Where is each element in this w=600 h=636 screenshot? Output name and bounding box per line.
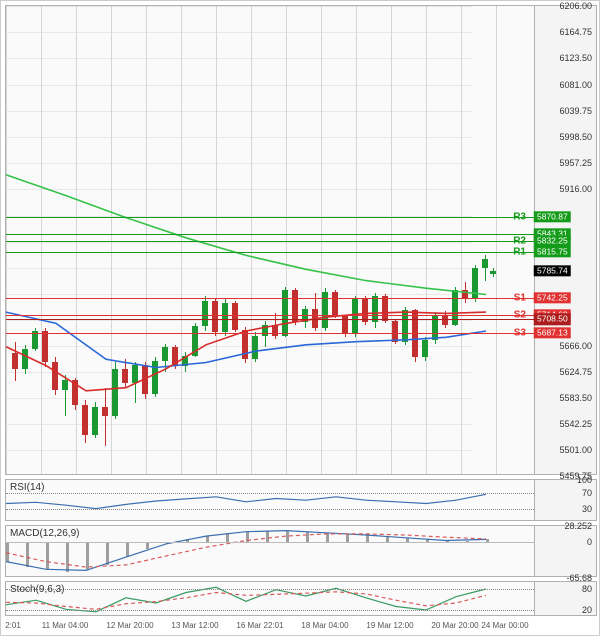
candle <box>172 347 178 366</box>
y-tick: 6039.75 <box>559 106 592 116</box>
candle <box>292 290 298 321</box>
candle <box>422 340 428 357</box>
rsi-panel[interactable]: RSI(14) 3070100 <box>5 479 597 521</box>
candle <box>92 407 98 435</box>
candle <box>72 380 78 405</box>
sr-label: R1 <box>513 246 526 257</box>
y-tick: 6164.75 <box>559 27 592 37</box>
stoch-y-axis: 2080 <box>534 582 596 615</box>
x-tick: 16 Mar 22:01 <box>236 621 283 630</box>
y-tick: 5666.00 <box>559 341 592 351</box>
candle <box>12 353 18 369</box>
candle <box>212 301 218 332</box>
y-tick: 5916.00 <box>559 184 592 194</box>
x-tick: 24 Mar 00:00 <box>481 621 528 630</box>
stoch-label: Stoch(9,6,3) <box>10 584 64 595</box>
candle <box>122 369 128 383</box>
chart-container: 5459.755501.005542.255583.505624.755666.… <box>0 0 600 636</box>
sr-label: R3 <box>513 212 526 223</box>
sr-label: S3 <box>514 327 526 338</box>
candle <box>52 362 58 390</box>
candle <box>142 365 148 394</box>
candle <box>352 299 358 334</box>
y-tick: 5583.50 <box>559 393 592 403</box>
y-tick: 5957.25 <box>559 158 592 168</box>
y-tick: 5542.25 <box>559 419 592 429</box>
macd-plot-area[interactable] <box>6 526 534 576</box>
candle <box>22 349 28 369</box>
candle <box>412 310 418 357</box>
candle <box>162 347 168 361</box>
sr-label: S1 <box>514 293 526 304</box>
x-tick: 13 Mar 12:00 <box>171 621 218 630</box>
macd-y-axis: -65.68028.252 <box>534 526 596 576</box>
candle <box>262 325 268 336</box>
candle <box>152 361 158 394</box>
x-axis: 2:01 11 Mar 04:00 12 Mar 20:00 13 Mar 12:00… <box>5 619 597 635</box>
sr-price-tag: 5687.13 <box>534 327 571 338</box>
y-tick: 6081.00 <box>559 80 592 90</box>
sr-price-tag: 5742.25 <box>534 292 571 303</box>
candle <box>482 259 488 268</box>
x-tick: 19 Mar 12:00 <box>366 621 413 630</box>
sr-price-tag: 5815.75 <box>534 246 571 257</box>
main-price-panel[interactable]: 5459.755501.005542.255583.505624.755666.… <box>5 5 597 475</box>
current-price-marker: 5785.74 <box>534 265 571 276</box>
candle <box>490 271 496 275</box>
candle <box>332 292 338 317</box>
y-tick: 5624.75 <box>559 367 592 377</box>
candle <box>132 365 138 383</box>
candle <box>382 296 388 321</box>
candle <box>82 405 88 435</box>
y-tick: 5998.50 <box>559 132 592 142</box>
sr-price-tag: 5708.50 <box>534 314 571 325</box>
candle <box>62 380 68 390</box>
candle <box>192 326 198 356</box>
candle <box>202 301 208 326</box>
x-tick: 18 Mar 04:00 <box>301 621 348 630</box>
stoch-panel[interactable]: Stoch(9,6,3) 2080 <box>5 581 597 616</box>
candle <box>372 296 378 322</box>
y-tick: 5501.00 <box>559 445 592 455</box>
candle <box>392 321 398 342</box>
candle <box>272 325 278 336</box>
candle <box>242 330 248 360</box>
candle <box>282 290 288 336</box>
macd-panel[interactable]: MACD(12,26,9) -65.68028.252 <box>5 525 597 577</box>
x-tick: 11 Mar 04:00 <box>42 621 89 630</box>
rsi-plot-area[interactable] <box>6 480 534 520</box>
rsi-y-axis: 3070100 <box>534 480 596 520</box>
rsi-label: RSI(14) <box>10 482 44 493</box>
candle <box>222 303 228 333</box>
candle <box>102 407 108 416</box>
candle <box>182 356 188 365</box>
x-tick: 2:01 <box>5 621 21 630</box>
candle <box>252 336 258 359</box>
x-tick: 12 Mar 20:00 <box>106 621 153 630</box>
sr-label: R2 <box>513 236 526 247</box>
x-tick: 20 Mar 20:00 <box>431 621 478 630</box>
y-tick: 6206.00 <box>559 1 592 11</box>
main-plot-area[interactable] <box>6 6 534 474</box>
candle <box>112 369 118 416</box>
candle <box>42 331 48 362</box>
sr-price-tag: 5870.87 <box>534 211 571 222</box>
macd-label: MACD(12,26,9) <box>10 528 79 539</box>
candle <box>472 268 478 299</box>
y-tick: 6123.50 <box>559 53 592 63</box>
